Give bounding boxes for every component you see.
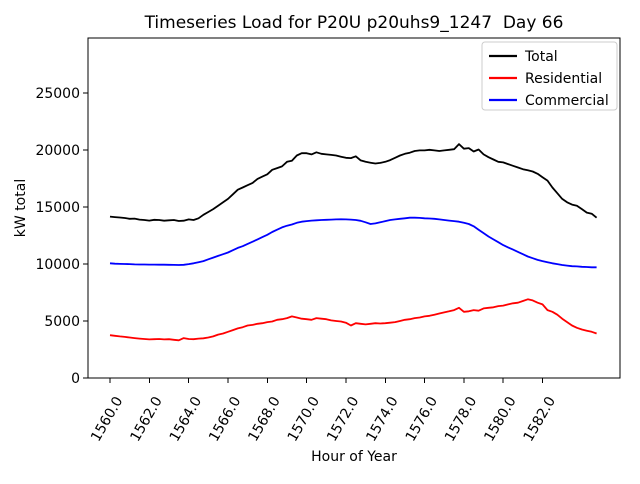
y-tick-label: 10000	[35, 257, 80, 273]
x-tick-label: 1582.0	[521, 394, 559, 444]
chart-title: Timeseries Load for P20U p20uhs9_1247 Da…	[144, 13, 564, 33]
legend-label-residential: Residential	[525, 71, 602, 87]
x-tick-label: 1570.0	[285, 394, 323, 444]
x-tick-label: 1580.0	[481, 394, 519, 444]
x-tick-label: 1578.0	[442, 394, 480, 444]
x-tick-label: 1568.0	[245, 394, 283, 444]
plot-border	[87, 37, 621, 379]
x-tick-label: 1560.0	[88, 394, 126, 444]
y-tick-label: 15000	[35, 200, 80, 216]
y-tick-label: 20000	[35, 143, 80, 159]
x-tick-label: 1572.0	[324, 394, 362, 444]
total-series-line	[109, 143, 598, 222]
y-tick-label: 25000	[35, 86, 80, 102]
legend-label-total: Total	[524, 49, 558, 65]
x-tick-label: 1576.0	[403, 394, 441, 444]
x-axis-label: Hour of Year	[311, 449, 397, 465]
commercial-series-line	[109, 216, 597, 269]
y-axis-label: kW total	[13, 179, 29, 237]
x-tick-label: 1574.0	[363, 394, 401, 444]
legend-label-commercial: Commercial	[525, 93, 609, 109]
legend-box	[481, 41, 618, 111]
x-tick-label: 1562.0	[127, 394, 165, 444]
y-tick-label: 5000	[44, 314, 80, 330]
legend: Total Residential Commercial	[481, 41, 618, 111]
residential-series-line	[109, 298, 597, 342]
x-tick-label: 1566.0	[206, 394, 244, 444]
x-tick-label: 1564.0	[167, 394, 205, 444]
y-tick-label: 0	[71, 371, 80, 387]
